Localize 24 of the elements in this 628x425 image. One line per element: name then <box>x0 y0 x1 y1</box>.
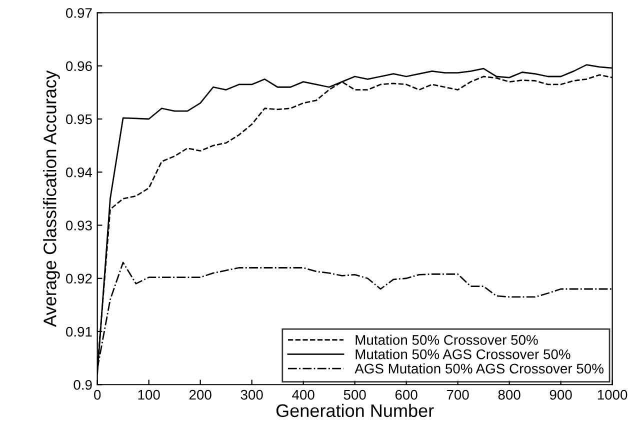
y-axis-title: Average Classification Accuracy <box>43 70 60 327</box>
x-tick-label: 100 <box>138 390 160 400</box>
y-tick-label: 0.91 <box>66 326 92 337</box>
x-tick-label: 0 <box>94 390 101 400</box>
y-tick-label: 0.96 <box>66 61 92 72</box>
x-tick-label: 700 <box>446 390 469 400</box>
legend-label: Mutation 50% Crossover 50% <box>356 334 538 345</box>
legend-label: AGS Mutation 50% AGS Crossover 50% <box>354 363 604 374</box>
x-tick-label: 1000 <box>598 390 628 400</box>
y-tick-label: 0.93 <box>66 220 92 230</box>
y-tick-label: 0.97 <box>66 8 92 18</box>
x-tick-label: 300 <box>240 390 263 400</box>
x-tick-label: 900 <box>550 390 572 400</box>
y-tick-label: 0.94 <box>66 167 92 178</box>
legend-label: Mutation 50% AGS Crossover 50% <box>356 349 570 360</box>
x-tick-label: 800 <box>498 390 520 400</box>
x-axis-title: Generation Number <box>276 404 434 418</box>
y-tick-label: 0.9 <box>74 380 92 390</box>
x-tick-label: 200 <box>189 390 212 400</box>
y-tick-label: 0.95 <box>66 114 92 124</box>
x-tick-label: 500 <box>344 390 366 400</box>
x-tick-label: 400 <box>292 390 314 400</box>
x-tick-label: 600 <box>395 390 418 400</box>
y-tick-label: 0.92 <box>66 274 92 284</box>
